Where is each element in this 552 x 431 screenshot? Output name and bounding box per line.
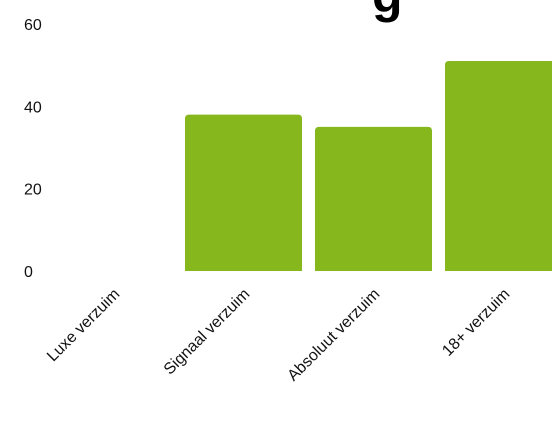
chart-title-fragment: g bbox=[372, 0, 403, 20]
x-axis-ticks: Luxe verzuim Signaal verzuim Absoluut verz… bbox=[44, 286, 513, 385]
bar bbox=[315, 126, 432, 272]
x-tick-label: 18+ verzuim bbox=[439, 286, 513, 360]
bar bbox=[445, 61, 552, 271]
x-tick-label: Signaal verzuim bbox=[161, 286, 254, 379]
y-tick-label: 20 bbox=[24, 182, 42, 199]
y-tick-label: 0 bbox=[24, 264, 33, 281]
y-tick-label: 40 bbox=[24, 99, 42, 116]
x-tick-label: Absoluut verzuim bbox=[285, 286, 384, 385]
y-tick-label: 60 bbox=[24, 17, 42, 34]
bar bbox=[185, 114, 302, 271]
x-tick-label: Luxe verzuim bbox=[44, 286, 123, 365]
bars-group bbox=[185, 61, 552, 272]
y-axis-ticks: 0 20 40 60 bbox=[24, 17, 42, 281]
